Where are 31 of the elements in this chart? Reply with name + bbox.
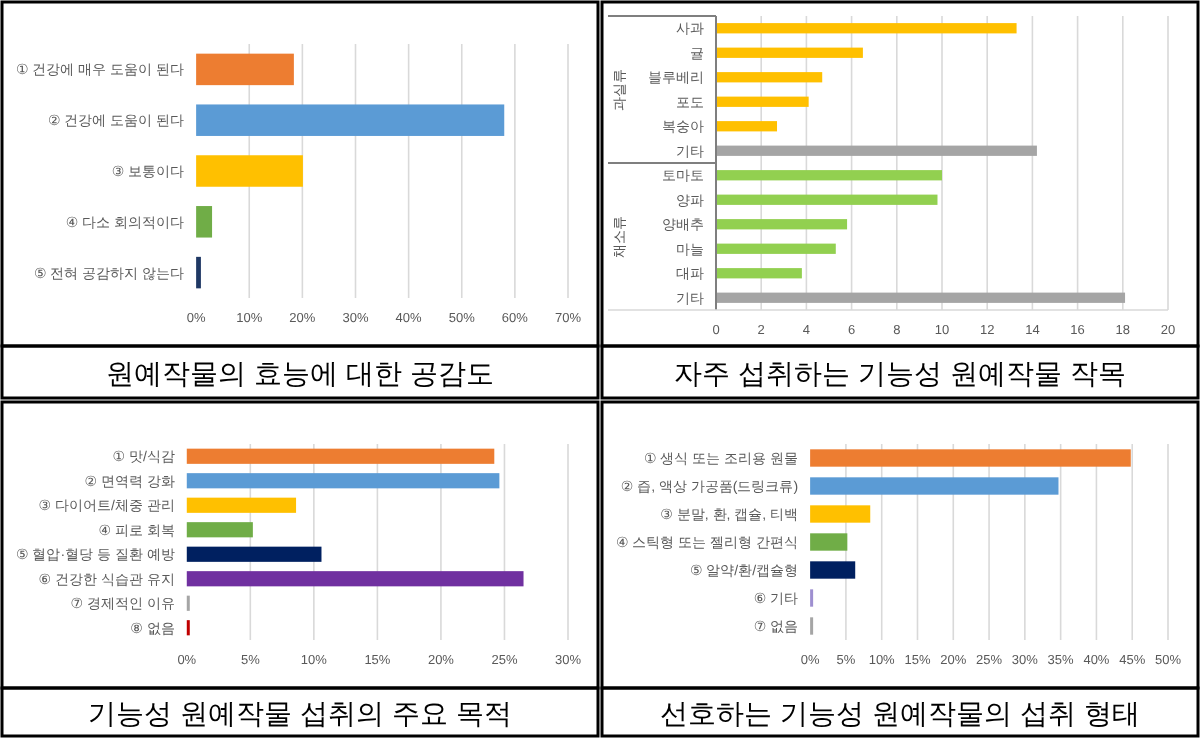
bar xyxy=(716,243,836,254)
bar xyxy=(716,96,809,107)
bar xyxy=(186,571,524,587)
bar xyxy=(716,121,778,132)
bar xyxy=(196,155,303,187)
bar xyxy=(186,448,495,464)
bar xyxy=(810,477,1059,495)
bar xyxy=(186,473,500,489)
bar xyxy=(186,497,297,513)
text: 기능성 원예작물 섭취의 주요 목적 xyxy=(88,697,512,729)
bar xyxy=(196,104,505,136)
bar xyxy=(186,546,322,562)
text: 자주 섭취하는 기능성 원예작물 작목 xyxy=(674,357,1126,389)
bar xyxy=(196,53,294,86)
bar xyxy=(716,194,938,205)
bar xyxy=(186,522,253,538)
bar xyxy=(716,23,1017,34)
bar xyxy=(716,47,863,58)
bar xyxy=(716,170,942,181)
text: 선호하는 기능성 원예작물의 섭취 형태 xyxy=(660,697,1140,729)
text: 원예작물의 효능에 대한 공감도 xyxy=(106,357,494,389)
bar xyxy=(716,292,1126,303)
bar xyxy=(810,449,1131,467)
bar xyxy=(716,145,1037,156)
bar xyxy=(810,505,871,523)
bar xyxy=(810,561,856,579)
bar xyxy=(716,219,848,230)
bar xyxy=(716,268,802,279)
bar xyxy=(196,206,213,238)
bar xyxy=(810,533,848,551)
bar xyxy=(716,72,823,83)
